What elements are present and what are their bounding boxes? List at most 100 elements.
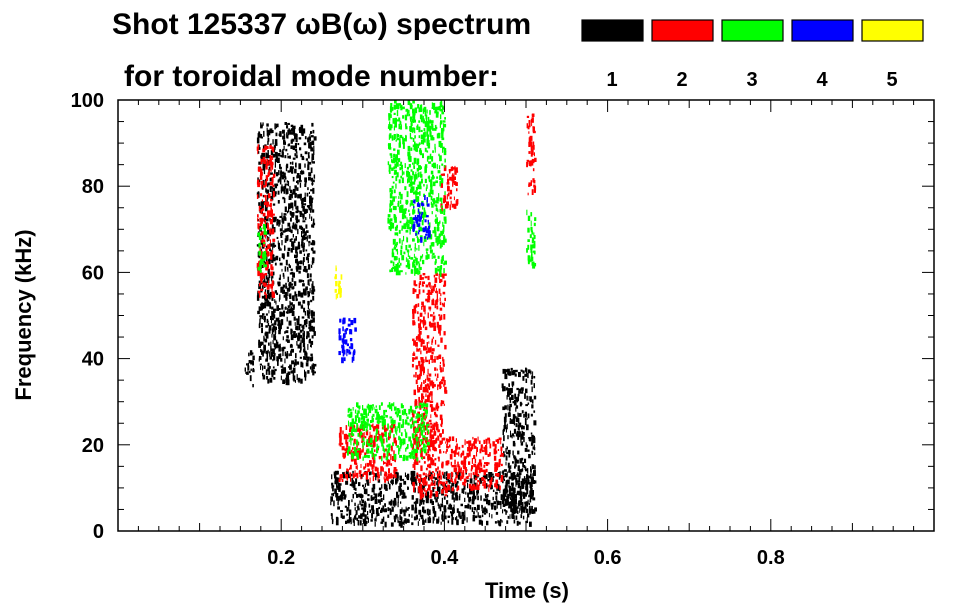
spectrum-cell [272,203,276,206]
spectrum-cell [532,473,534,478]
spectrum-cell [307,300,310,306]
spectrum-cell [268,160,271,165]
spectrum-cell [390,154,393,159]
spectrum-cell [406,508,409,511]
spectrum-cell [335,293,337,300]
spectrum-cell [286,125,288,129]
spectrum-cell [422,259,425,265]
spectrum-cell [458,511,461,517]
spectrum-cell [441,111,445,115]
spectrum-cell [433,255,436,259]
spectrum-cell [426,430,429,435]
spectrum-cell [391,159,393,163]
spectrum-cell [411,450,414,456]
spectrum-cell [442,481,445,486]
spectrum-cell [348,349,351,355]
spectrum-cell [429,517,432,523]
spectrum-cell [455,492,458,495]
spectrum-cell [273,325,276,328]
spectrum-cell [456,188,458,192]
spectrum-cell [506,520,509,524]
spectrum-cell [406,518,409,523]
spectrum-cell [422,139,425,145]
spectrum-cell [426,138,428,145]
spectrum-cell [453,181,457,185]
spectrum-cell [505,427,507,433]
spectrum-cell [302,228,305,234]
spectrum-cell [345,434,349,440]
spectrum-cell [422,483,425,486]
spectrum-cell [442,519,445,522]
spectrum-cell [343,349,346,355]
spectrum-cell [336,493,339,498]
spectrum-cell [430,457,433,462]
spectrum-cell [308,279,310,284]
x-tick-label: 0.4 [430,547,459,569]
spectrum-cell [406,236,408,242]
spectrum-cell [500,503,502,509]
spectrum-cell [425,255,429,260]
spectrum-cell [358,493,361,498]
spectrum-cell [311,182,314,185]
spectrum-cell [436,222,438,227]
spectrum-cell [264,231,268,235]
spectrum-cell [334,274,337,279]
spectrum-cell [258,267,261,271]
spectrum-cell [469,489,473,495]
spectrum-cell [438,470,441,477]
spectrum-cell [522,431,524,435]
spectrum-cell [455,200,458,206]
spectrum-cell [424,147,427,152]
spectrum-cell [402,442,404,446]
spectrum-cell [440,293,442,297]
spectrum-cell [421,363,424,367]
spectrum-cell [401,177,404,184]
spectrum-cell [416,427,419,432]
spectrum-cell [354,421,357,424]
spectrum-cell [273,309,276,313]
spectrum-cell [353,517,357,520]
spectrum-cell [480,462,483,467]
spectrum-cell [373,439,376,443]
spectrum-cell [434,230,436,237]
spectrum-cell [435,468,438,472]
spectrum-cell [389,405,392,410]
spectrum-cell [342,326,344,332]
spectrum-cell [260,193,263,197]
spectrum-cell [526,483,528,486]
spectrum-cell [393,266,397,272]
spectrum-cell [362,484,364,487]
spectrum-cell [503,509,506,512]
spectrum-cell [307,137,310,143]
spectrum-cell [521,483,523,490]
spectrum-cell [487,437,490,441]
spectrum-cell [294,359,297,363]
spectrum-cell [304,369,305,373]
spectrum-cell [338,432,340,438]
spectrum-cell [474,458,477,464]
spectrum-cell [435,218,438,224]
spectrum-cell [423,371,425,376]
spectrum-cell [436,133,440,139]
spectrum-cell [427,508,429,513]
spectrum-cell [402,509,406,513]
spectrum-cell [281,240,283,246]
spectrum-cell [524,417,526,420]
spectrum-cell [310,197,313,203]
spectrum-cell [404,419,408,424]
spectrum-cell [289,272,292,275]
spectrum-cell [331,482,334,486]
spectrum-cell [279,149,281,153]
spectrum-cell [397,516,399,523]
spectrum-cell [402,489,405,493]
spectrum-cell [431,242,435,247]
spectrum-cell [270,264,273,270]
spectrum-cell [413,516,417,521]
spectrum-cell [399,138,401,143]
spectrum-cell [412,144,415,147]
spectrum-cell [289,193,293,197]
spectrum-cell [527,476,529,482]
spectrum-cell [274,290,277,294]
spectrum-cell [263,303,267,309]
spectrum-cell [429,153,432,160]
